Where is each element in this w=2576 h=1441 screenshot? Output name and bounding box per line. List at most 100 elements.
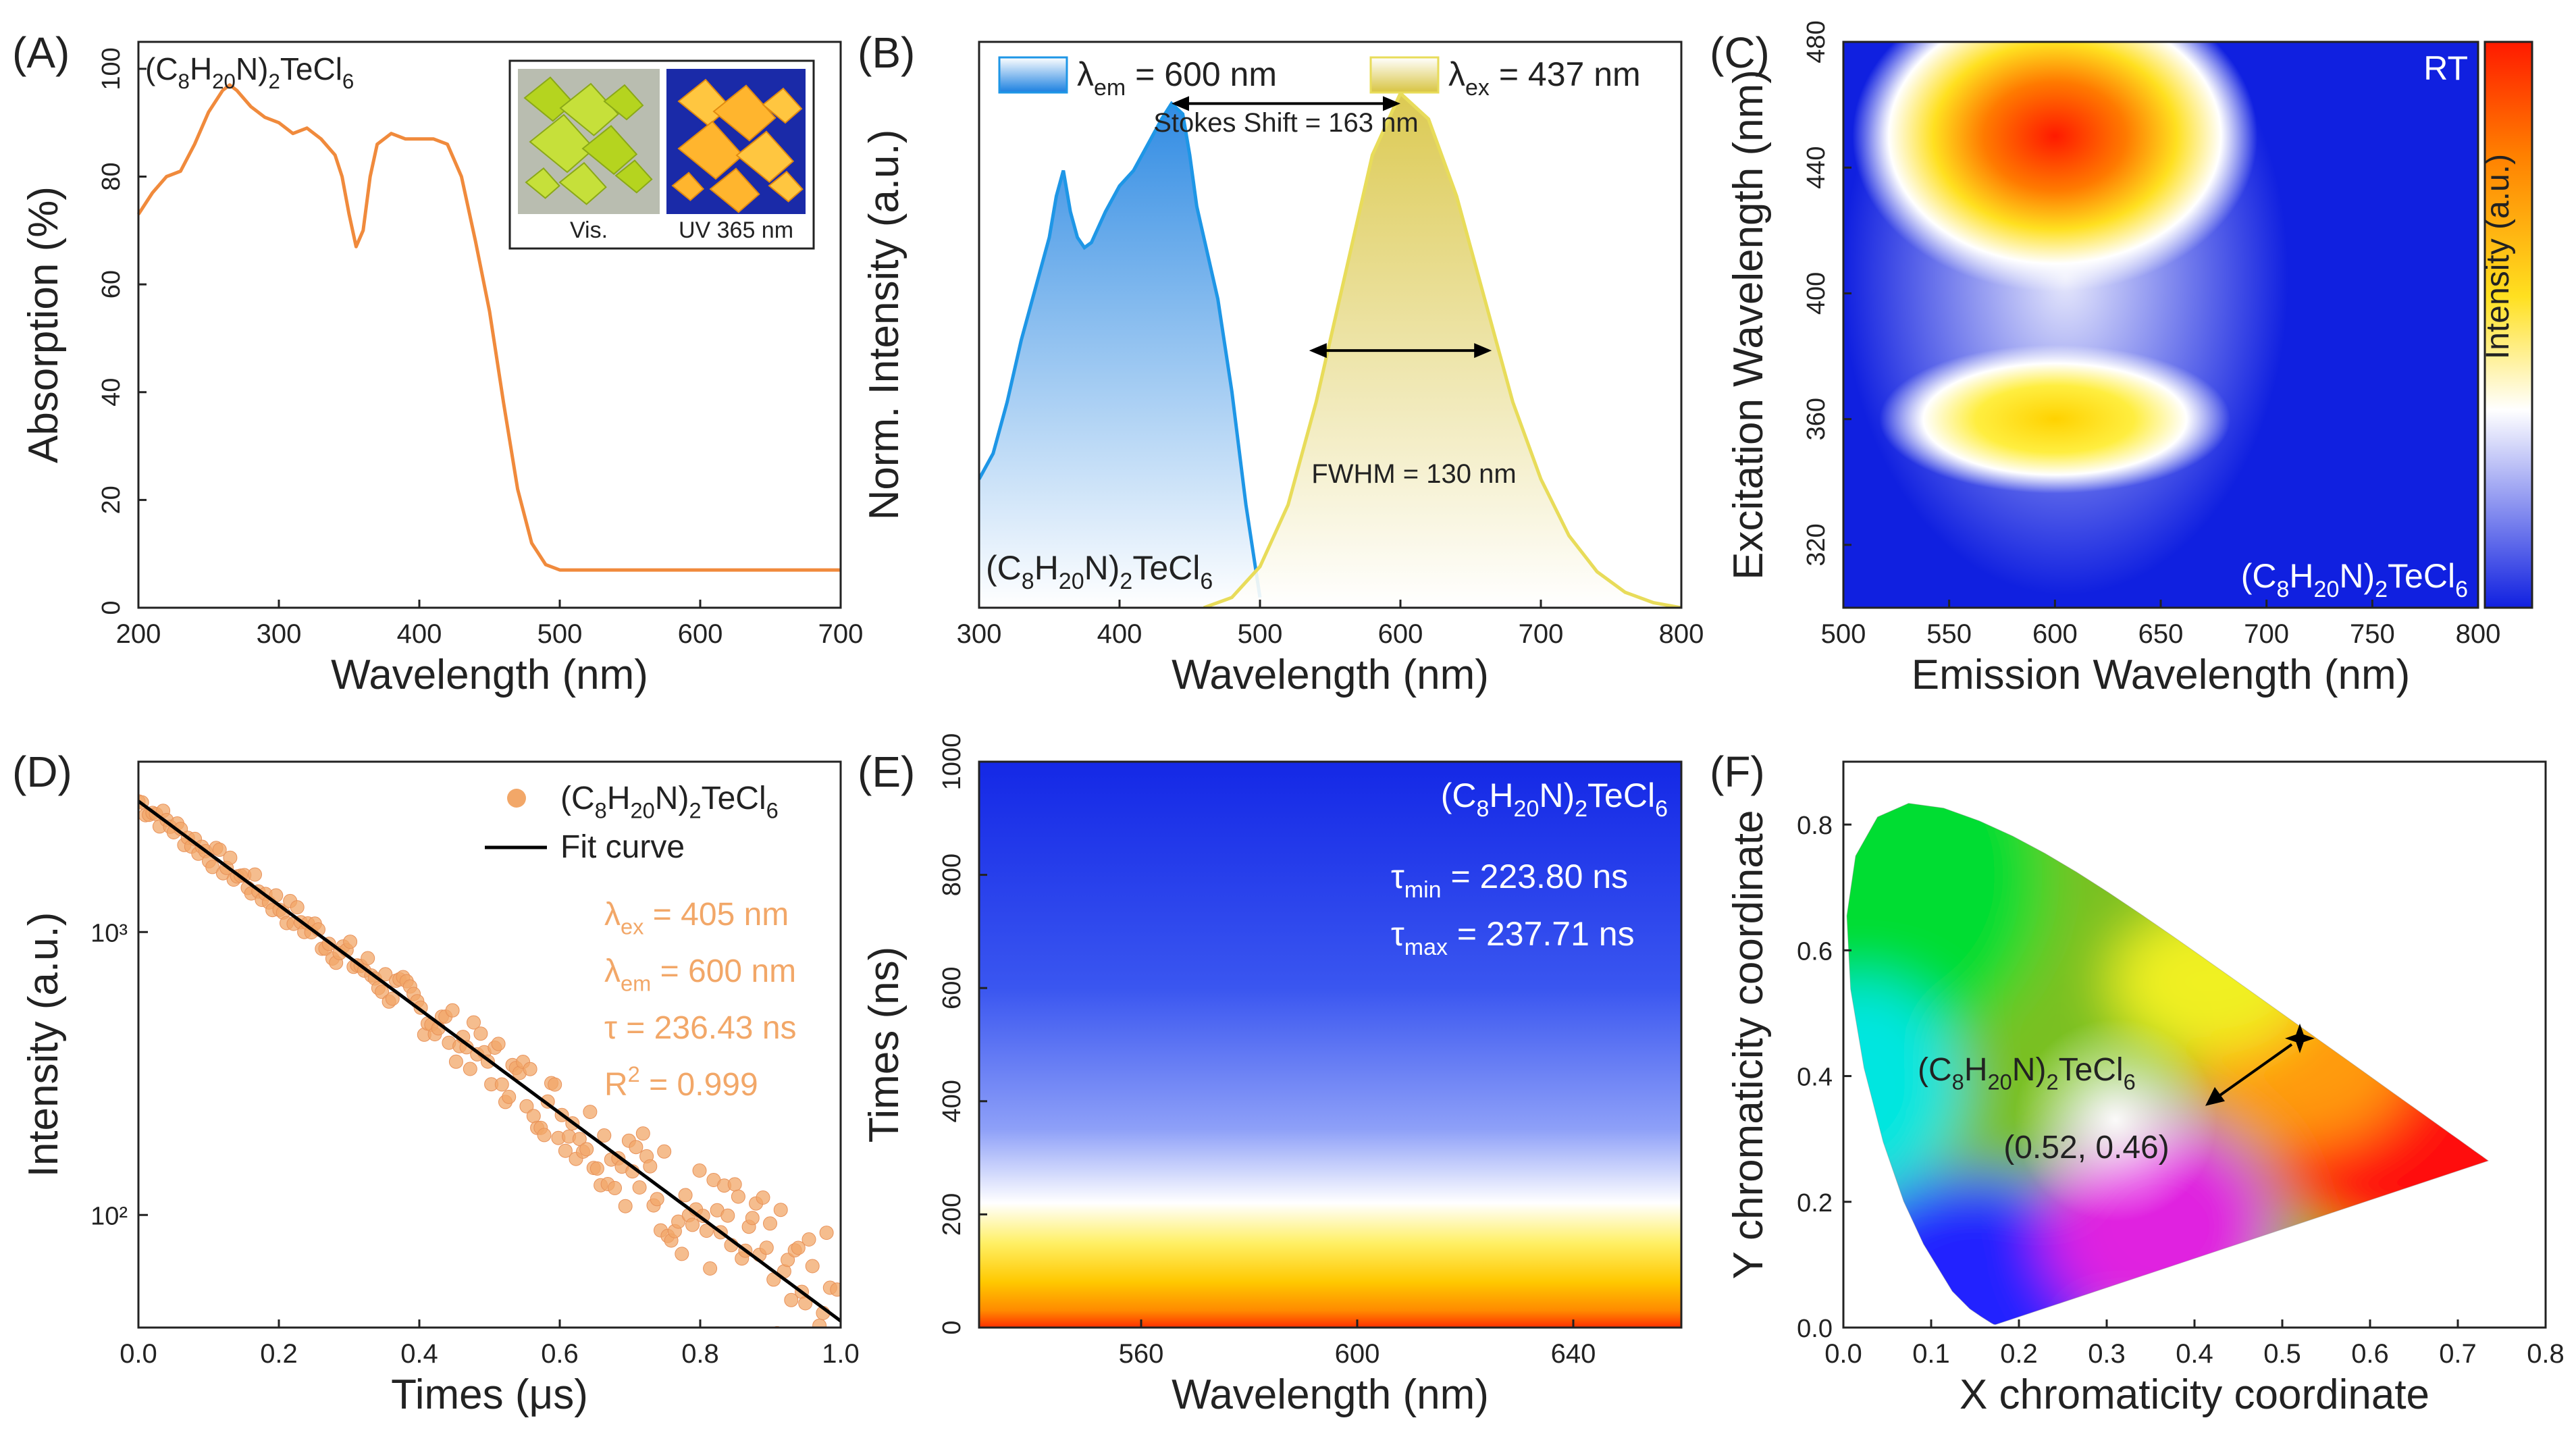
- decay-point: [830, 1282, 841, 1297]
- tau-min-label: τmin = 223.80 ns: [1391, 858, 1628, 903]
- decay-point: [608, 1180, 622, 1195]
- decay-point: [671, 1214, 686, 1229]
- panel-e-map: [979, 762, 1681, 1328]
- decay-point: [445, 1003, 460, 1018]
- panel-c-ytick-label: 360: [1802, 398, 1831, 440]
- inset-uv-photo: [666, 69, 806, 214]
- panel-b-xtick-label: 600: [1378, 619, 1423, 649]
- decay-point: [731, 1189, 745, 1204]
- stokes-arrow-head-right: [1383, 96, 1400, 111]
- panel-d-xlabel: Times (μs): [391, 1371, 588, 1418]
- legend-ex-label: λex = 437 nm: [1448, 55, 1641, 101]
- panel-f-ytick-label: 0.2: [1797, 1189, 1833, 1217]
- fwhm-arrow-head-right: [1474, 343, 1492, 359]
- panel-e-ytick-label: 600: [938, 966, 966, 1009]
- panel-a-xtick-label: 500: [537, 619, 583, 649]
- cie-arrow-head: [2205, 1086, 2225, 1106]
- panel-f-compound: (C8H20N)2TeCl6: [1918, 1052, 2136, 1094]
- panel-f-xtick-label: 0.6: [2351, 1339, 2389, 1369]
- decay-point: [385, 991, 400, 1006]
- inset-uv-crystal: [762, 87, 803, 124]
- decay-point: [467, 1015, 481, 1030]
- panel-b-xtick-label: 500: [1238, 619, 1283, 649]
- panel-e-frame: [978, 760, 1683, 1329]
- decay-point: [583, 1105, 598, 1120]
- panel-f-xtick-label: 0.2: [2000, 1339, 2038, 1369]
- panel-f-xtick-label: 0.0: [1824, 1339, 1862, 1369]
- decay-point: [248, 867, 262, 882]
- decay-point: [657, 1144, 672, 1159]
- decay-point: [650, 1192, 664, 1207]
- decay-point: [526, 1109, 541, 1124]
- panel-e-label: (E): [858, 748, 915, 796]
- panel-e-ytick-label: 800: [938, 854, 966, 896]
- panel-c-xtick-label: 750: [2350, 619, 2395, 649]
- cie-white-point: [2014, 1018, 2217, 1222]
- decay-point: [784, 1292, 799, 1307]
- decay-point: [448, 1054, 463, 1069]
- legend-fit-label: Fit curve: [560, 829, 685, 865]
- decay-point: [375, 985, 390, 999]
- decay-point: [519, 1099, 534, 1114]
- inset-uv-crystal: [712, 84, 777, 142]
- panel-f-ylabel: Y chromaticity coordinate: [1725, 810, 1772, 1280]
- excitation-area: [979, 103, 1260, 608]
- panel-e-ylabel: Times (ns): [861, 947, 908, 1143]
- panel-c-xtick-label: 650: [2138, 619, 2184, 649]
- panel-b-xtick-label: 400: [1097, 619, 1142, 649]
- decay-point: [643, 1159, 658, 1174]
- panel-a-ytick-label: 100: [97, 47, 126, 90]
- panel-c-xtick-label: 800: [2456, 619, 2501, 649]
- panel-f-xtick-label: 0.5: [2263, 1339, 2301, 1369]
- decay-point: [678, 1188, 693, 1203]
- panel-d-xtick-label: 0.0: [120, 1339, 157, 1369]
- decay-point: [212, 842, 227, 857]
- inset-vis-crystal: [603, 84, 644, 121]
- colorbar: [2483, 41, 2533, 609]
- panel-e-compound: (C8H20N)2TeCl6: [1441, 777, 1668, 822]
- decay-point: [558, 1143, 573, 1158]
- panel-c-rt-label: RT: [2423, 49, 2468, 87]
- tau-max-label: τmax = 237.71 ns: [1391, 915, 1635, 960]
- panel-e-xlabel: Wavelength (nm): [1172, 1371, 1489, 1418]
- panel-c-xtick-label: 550: [1926, 619, 1972, 649]
- cie-cyan: [1847, 980, 1962, 1197]
- decay-point: [791, 1240, 806, 1255]
- panel-e-ytick-label: 400: [938, 1080, 966, 1122]
- decay-point: [473, 1026, 488, 1041]
- decay-point: [763, 1216, 777, 1231]
- fit-curve: [138, 800, 841, 1323]
- decay-point: [759, 1240, 774, 1255]
- panel-e-ytick-label: 1000: [938, 733, 966, 791]
- panel-c-ytick-label: 440: [1802, 147, 1831, 189]
- decay-point: [597, 1128, 612, 1143]
- inset-vis-label: Vis.: [570, 217, 608, 243]
- panel-f-xtick-label: 0.3: [2088, 1339, 2126, 1369]
- decay-point: [290, 900, 305, 915]
- stokes-shift-label: Stokes Shift = 163 nm: [1153, 108, 1418, 138]
- panel-c-map: [1843, 42, 2478, 608]
- cie-arrow-line: [2216, 1043, 2293, 1099]
- absorption-line: [136, 83, 841, 572]
- panel-a-ytick-label: 0: [97, 600, 126, 614]
- panel-c-peak-low: [1879, 344, 2231, 494]
- decay-point: [537, 1128, 552, 1143]
- decay-point: [502, 1089, 517, 1104]
- panel-f-xtick-label: 0.1: [1912, 1339, 1950, 1369]
- decay-point: [205, 860, 220, 874]
- panel-d-xtick-label: 0.2: [260, 1339, 298, 1369]
- decay-point: [685, 1217, 700, 1232]
- panel-c-xtick-label: 500: [1821, 619, 1866, 649]
- panel-b-compound: (C8H20N)2TeCl6: [986, 549, 1213, 594]
- cie-green: [1847, 803, 2051, 1051]
- cie-diagram: [1847, 803, 2489, 1325]
- panel-b-ylabel: Norm. Intensity (a.u.): [861, 130, 908, 521]
- decay-point: [463, 1062, 477, 1076]
- panel-d-frame: [137, 760, 842, 1329]
- panel-f-xtick-label: 0.4: [2176, 1339, 2213, 1369]
- fit-param: λex = 405 nm: [604, 897, 789, 939]
- decay-point: [589, 1161, 604, 1176]
- decay-point: [692, 1163, 707, 1178]
- panel-d-label: (D): [12, 748, 72, 796]
- decay-point: [523, 1062, 537, 1076]
